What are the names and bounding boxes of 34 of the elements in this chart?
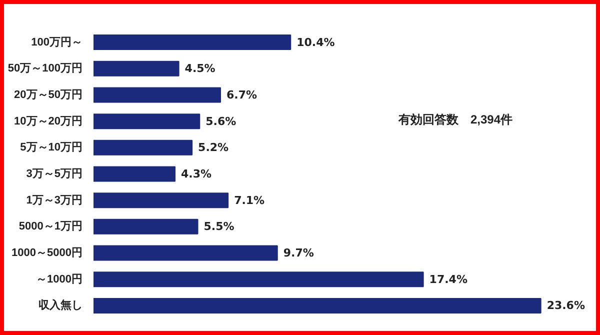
annotation: 有効回答数 2,394件 bbox=[398, 112, 513, 126]
bar bbox=[94, 114, 200, 130]
bar bbox=[94, 192, 229, 208]
bar bbox=[94, 34, 292, 50]
data-label: 9.7% bbox=[283, 246, 314, 260]
bar bbox=[94, 218, 198, 234]
bar bbox=[94, 60, 180, 76]
y-tick-label: 20万～50万円 bbox=[14, 88, 83, 101]
y-tick-label: 3万～5万円 bbox=[26, 168, 83, 180]
data-label: 7.1% bbox=[234, 194, 265, 207]
data-label: 23.6% bbox=[546, 299, 585, 312]
y-tick-label: 10万～20万円 bbox=[14, 115, 83, 128]
data-label: 5.2% bbox=[198, 141, 229, 154]
data-label: 10.4% bbox=[296, 36, 335, 49]
bar bbox=[94, 87, 221, 103]
bar bbox=[94, 272, 424, 288]
y-tick-label: 1万～3万円 bbox=[26, 194, 83, 206]
y-tick-label: 1000～5000円 bbox=[12, 247, 83, 260]
y-tick-label: 収入無し bbox=[38, 298, 82, 312]
data-label: 6.7% bbox=[226, 88, 258, 102]
data-label: 4.5% bbox=[184, 62, 216, 76]
y-tick-label: ～1000円 bbox=[36, 273, 83, 286]
bar bbox=[94, 166, 176, 182]
y-tick-label: 5000～1万円 bbox=[18, 220, 83, 233]
bar bbox=[94, 298, 542, 314]
bar bbox=[94, 245, 278, 261]
data-label: 17.4% bbox=[429, 272, 468, 286]
data-label: 5.5% bbox=[204, 220, 234, 234]
y-tick-label: 5万～10万円 bbox=[20, 142, 83, 154]
y-tick-label: 50万～100万円 bbox=[8, 62, 83, 75]
y-tick-label: 100万円～ bbox=[31, 36, 83, 48]
data-label: 4.3% bbox=[181, 168, 212, 180]
data-label: 5.6% bbox=[206, 114, 236, 128]
bar bbox=[94, 140, 193, 156]
